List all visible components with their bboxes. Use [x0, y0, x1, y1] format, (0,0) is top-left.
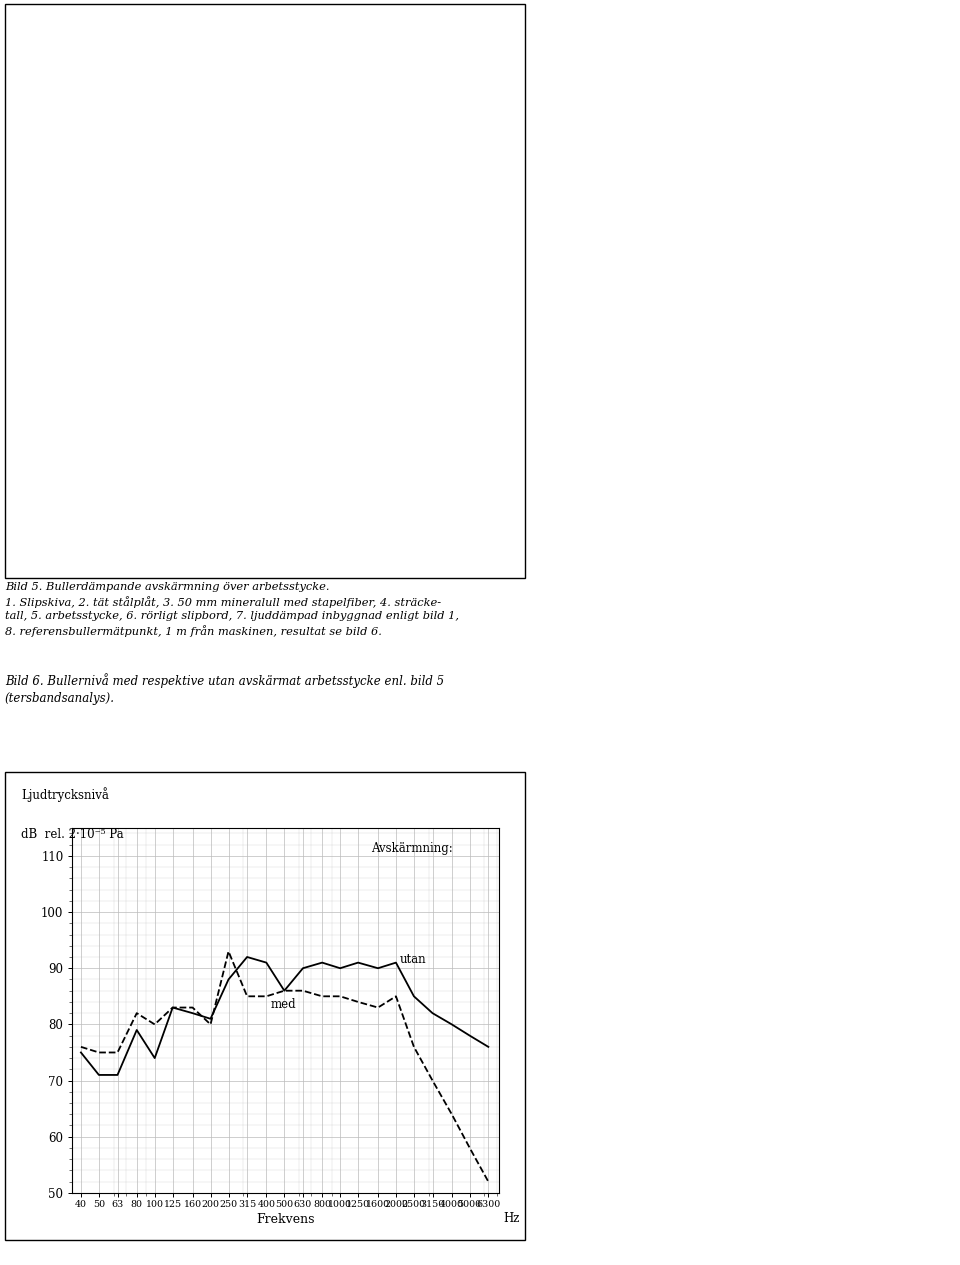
Text: dB  rel. 2·10⁻⁵ Pa: dB rel. 2·10⁻⁵ Pa [21, 827, 124, 841]
Text: med: med [271, 998, 296, 1011]
Text: Avskärmning:: Avskärmning: [372, 842, 453, 855]
Text: Hz: Hz [503, 1212, 519, 1225]
X-axis label: Frekvens: Frekvens [256, 1213, 315, 1226]
Text: utan: utan [400, 954, 426, 966]
Text: Bild 5. Bullerdämpande avskärmning över arbetsstycke.
1. Slipskiva, 2. tät stålp: Bild 5. Bullerdämpande avskärmning över … [5, 582, 459, 636]
Text: Bild 6. Bullernivå med respektive utan avskärmat arbetsstycke enl. bild 5
(tersb: Bild 6. Bullernivå med respektive utan a… [5, 673, 444, 705]
Text: Ljudtrycksnivå: Ljudtrycksnivå [21, 787, 109, 802]
